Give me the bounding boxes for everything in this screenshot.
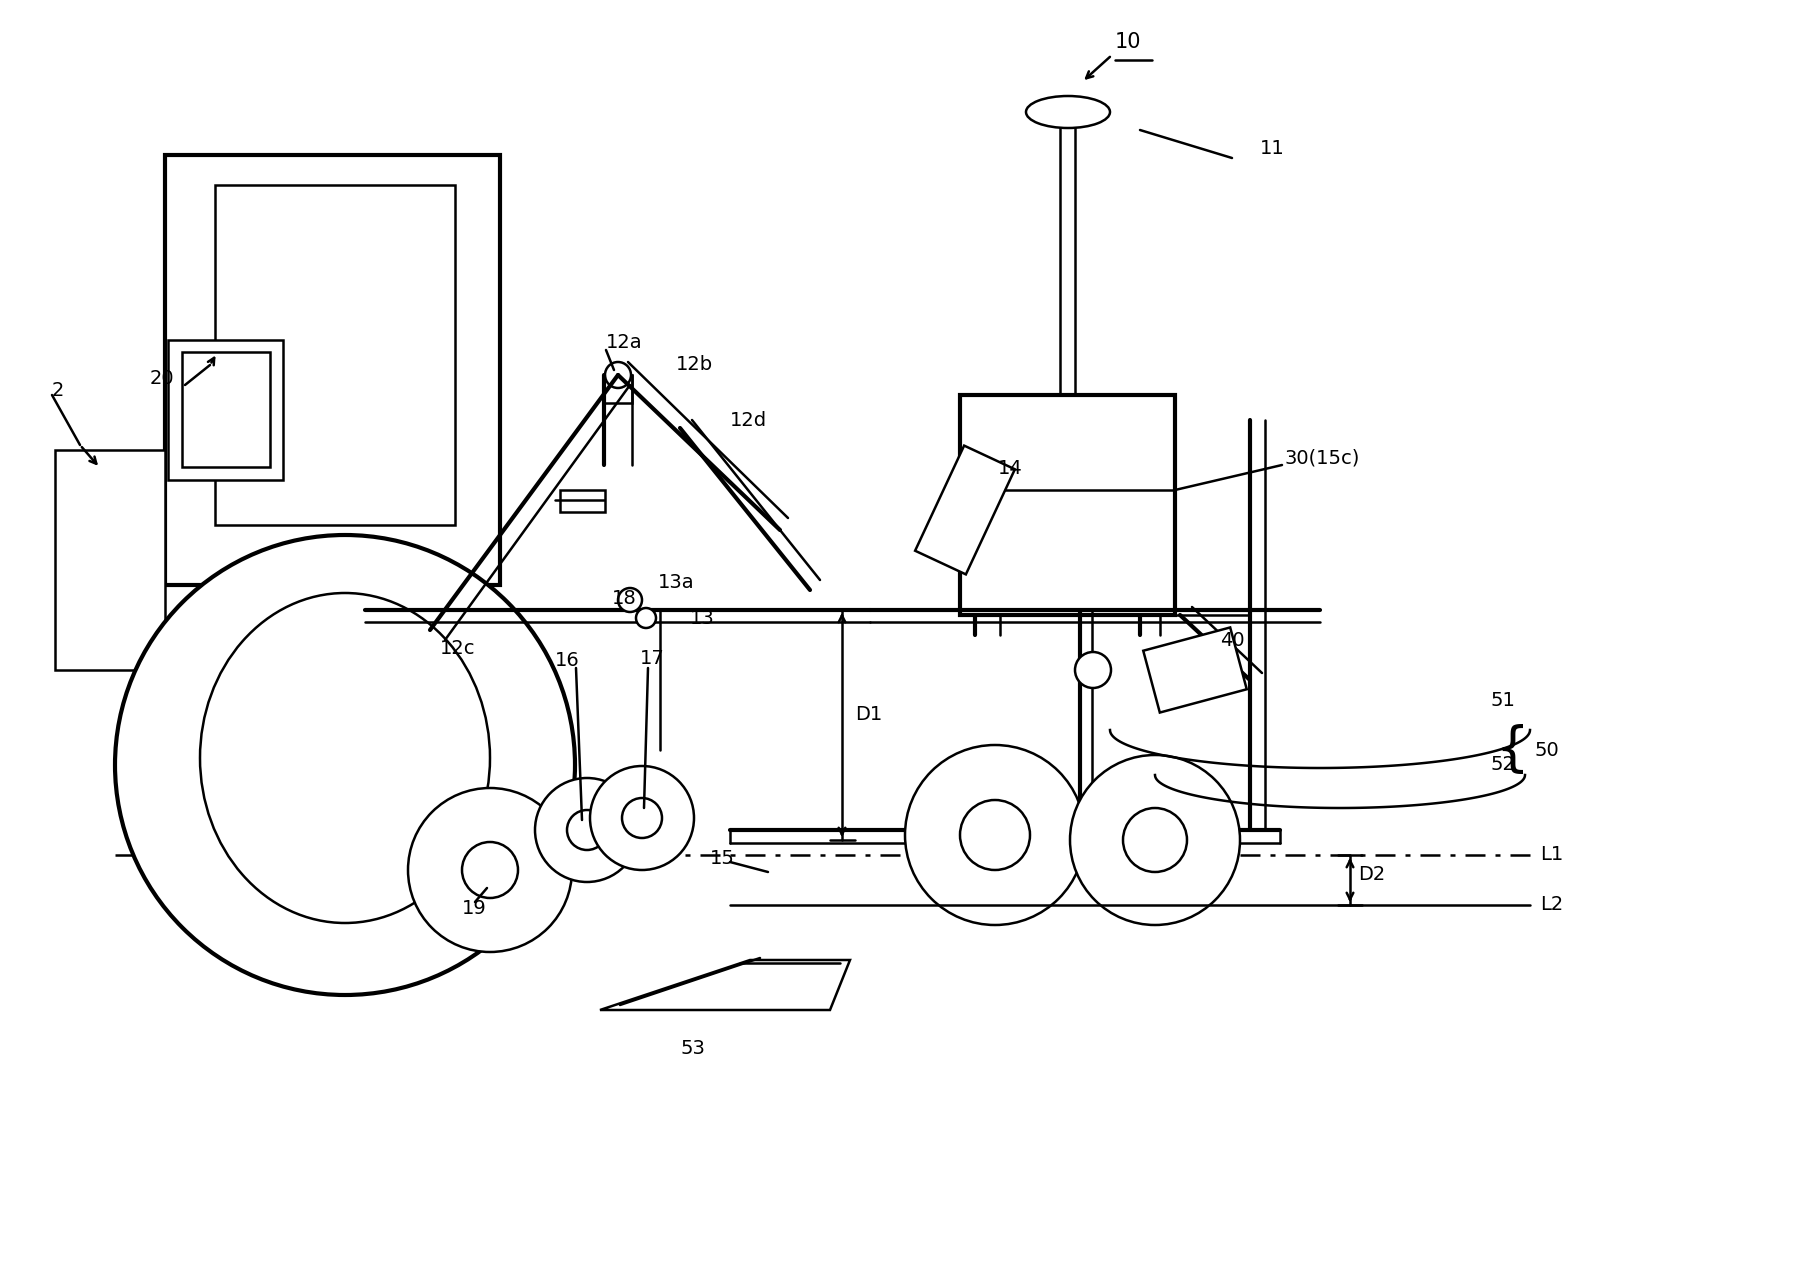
Text: 12a: 12a bbox=[607, 332, 643, 352]
Text: D1: D1 bbox=[855, 704, 882, 723]
Circle shape bbox=[959, 800, 1030, 870]
Bar bbox=[56, 451, 166, 670]
Text: {: { bbox=[1496, 724, 1528, 776]
Circle shape bbox=[635, 608, 655, 628]
Bar bbox=[214, 186, 455, 525]
Ellipse shape bbox=[1026, 96, 1111, 127]
Circle shape bbox=[1123, 808, 1186, 872]
Text: 52: 52 bbox=[1490, 756, 1516, 775]
Text: D2: D2 bbox=[1357, 864, 1386, 883]
Bar bbox=[560, 490, 605, 512]
Polygon shape bbox=[599, 960, 850, 1010]
Text: 14: 14 bbox=[997, 458, 1022, 477]
Text: L1: L1 bbox=[1541, 846, 1562, 864]
Text: 19: 19 bbox=[463, 899, 486, 917]
Text: 17: 17 bbox=[641, 649, 664, 668]
Circle shape bbox=[1075, 652, 1111, 688]
Bar bbox=[959, 395, 1175, 615]
Text: 11: 11 bbox=[1260, 139, 1285, 158]
Circle shape bbox=[905, 745, 1085, 925]
Circle shape bbox=[567, 810, 607, 851]
Circle shape bbox=[1069, 755, 1240, 925]
Text: 10: 10 bbox=[1114, 32, 1141, 52]
Text: 12d: 12d bbox=[731, 410, 767, 429]
Circle shape bbox=[115, 535, 574, 994]
Circle shape bbox=[623, 798, 662, 838]
Bar bbox=[166, 155, 500, 586]
Circle shape bbox=[409, 787, 572, 952]
Text: 18: 18 bbox=[612, 588, 637, 607]
Circle shape bbox=[535, 777, 639, 882]
Bar bbox=[605, 375, 632, 403]
Text: 13: 13 bbox=[689, 608, 715, 627]
Circle shape bbox=[605, 362, 632, 387]
Ellipse shape bbox=[200, 593, 490, 923]
Bar bbox=[167, 339, 283, 480]
Circle shape bbox=[463, 842, 518, 899]
Circle shape bbox=[590, 766, 695, 870]
Text: 12c: 12c bbox=[439, 639, 475, 658]
Text: 13a: 13a bbox=[659, 573, 695, 592]
Text: 16: 16 bbox=[554, 650, 580, 670]
Polygon shape bbox=[914, 445, 1015, 574]
Text: L2: L2 bbox=[1541, 896, 1562, 915]
Bar bbox=[182, 352, 270, 467]
Text: 40: 40 bbox=[1220, 631, 1244, 650]
Text: 30(15c): 30(15c) bbox=[1285, 448, 1361, 467]
Text: 15: 15 bbox=[709, 848, 734, 867]
Text: 53: 53 bbox=[680, 1039, 706, 1058]
Text: 50: 50 bbox=[1535, 741, 1561, 760]
Text: 51: 51 bbox=[1490, 690, 1516, 709]
Text: 12b: 12b bbox=[677, 356, 713, 375]
Text: 2: 2 bbox=[52, 381, 65, 400]
Circle shape bbox=[617, 588, 643, 612]
Text: 20: 20 bbox=[149, 369, 175, 387]
Polygon shape bbox=[1143, 627, 1247, 713]
